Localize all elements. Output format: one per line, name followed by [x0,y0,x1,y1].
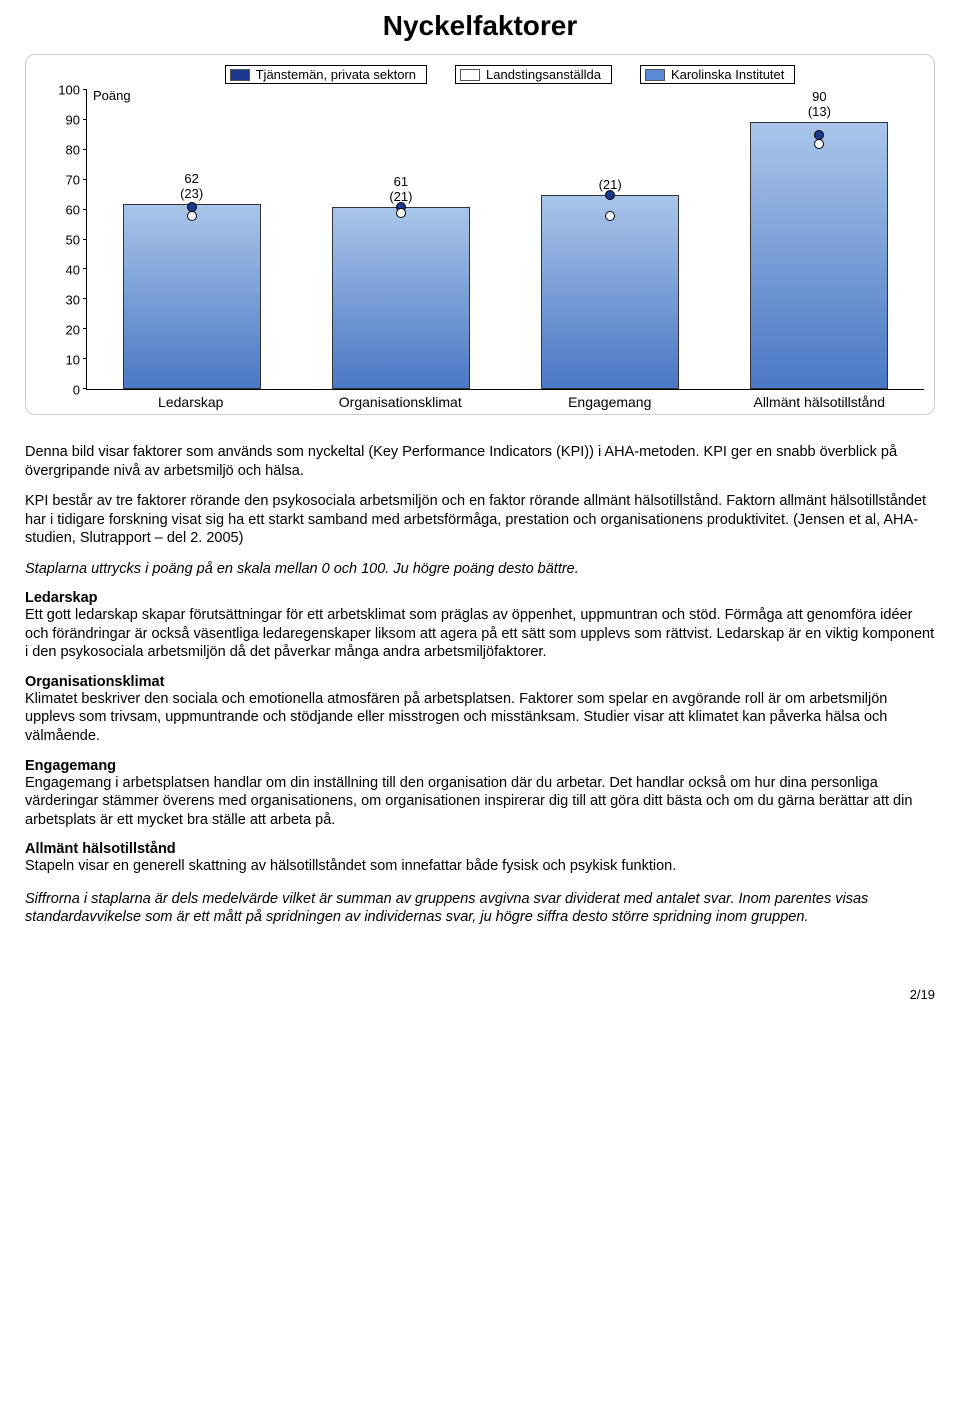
x-axis-label: Allmänt hälsotillstånd [715,394,925,410]
intro-paragraph-2: KPI består av tre faktorer rörande den p… [25,492,935,548]
bar-slot: 90(13) [715,90,924,389]
bar [541,195,679,389]
y-tick-label: 50 [66,233,80,248]
bar-value-label: 90(13) [808,90,831,120]
bar [750,122,888,389]
body-text: Denna bild visar faktorer som används so… [25,443,935,927]
x-axis-label: Ledarskap [86,394,296,410]
y-tick-label: 30 [66,293,80,308]
chart-body: 0102030405060708090100 Poäng 62(23)61(21… [36,90,924,390]
legend-label: Tjänstemän, privata sektorn [256,67,416,82]
page-title: Nyckelfaktorer [25,10,935,42]
x-axis-label: Engagemang [505,394,715,410]
y-tick-label: 90 [66,113,80,128]
x-axis-label: Organisationsklimat [296,394,506,410]
y-tick-label: 80 [66,143,80,158]
section-heading-allmant: Allmänt hälsotillstånd [25,841,935,857]
y-tick-label: 40 [66,263,80,278]
chart-legend: Tjänstemän, privata sektorn Landstingsans… [36,65,924,84]
section-heading-organisationsklimat: Organisationsklimat [25,674,935,690]
y-axis: 0102030405060708090100 [36,90,86,390]
bar [332,207,470,389]
y-tick-label: 0 [73,383,80,398]
footnote: Siffrorna i staplarna är dels medelvärde… [25,890,935,927]
reference-marker-hollow [605,211,615,221]
section-text-ledarskap: Ett gott ledarskap skapar förutsättninga… [25,606,935,662]
legend-item: Karolinska Institutet [640,65,795,84]
legend-swatch [645,69,665,81]
legend-item: Landstingsanställda [455,65,612,84]
bars-container: 62(23) 61(21) (21) 90(13) [87,90,924,389]
legend-swatch [460,69,480,81]
bar-value-label: 61(21) [389,175,412,205]
reference-marker-hollow [814,139,824,149]
bar-slot: (21) [506,90,715,389]
intro-paragraph-1: Denna bild visar faktorer som används so… [25,443,935,480]
scale-note: Staplarna uttrycks i poäng på en skala m… [25,560,935,579]
y-tick-label: 60 [66,203,80,218]
section-text-engagemang: Engagemang i arbetsplatsen handlar om di… [25,774,935,830]
legend-item: Tjänstemän, privata sektorn [225,65,427,84]
y-tick-label: 20 [66,323,80,338]
bar-slot: 61(21) [296,90,505,389]
reference-marker-hollow [187,211,197,221]
bar-slot: 62(23) [87,90,296,389]
chart-card: Tjänstemän, privata sektorn Landstingsans… [25,54,935,415]
section-heading-ledarskap: Ledarskap [25,590,935,606]
y-tick-label: 100 [58,83,80,98]
bar [123,204,261,389]
legend-label: Landstingsanställda [486,67,601,82]
section-text-organisationsklimat: Klimatet beskriver den sociala och emoti… [25,690,935,746]
bar-value-label: 62(23) [180,172,203,202]
x-axis-labels: LedarskapOrganisationsklimatEngagemangAl… [36,394,924,410]
y-tick-label: 70 [66,173,80,188]
section-heading-engagemang: Engagemang [25,758,935,774]
chart-plot: Poäng 62(23)61(21)(21)90(13) [86,90,924,390]
y-tick-label: 10 [66,353,80,368]
legend-swatch [230,69,250,81]
section-text-allmant: Stapeln visar en generell skattning av h… [25,857,935,876]
legend-label: Karolinska Institutet [671,67,784,82]
bar-value-label: (21) [599,178,622,193]
page-number: 2/19 [25,987,935,1002]
reference-marker-hollow [396,208,406,218]
